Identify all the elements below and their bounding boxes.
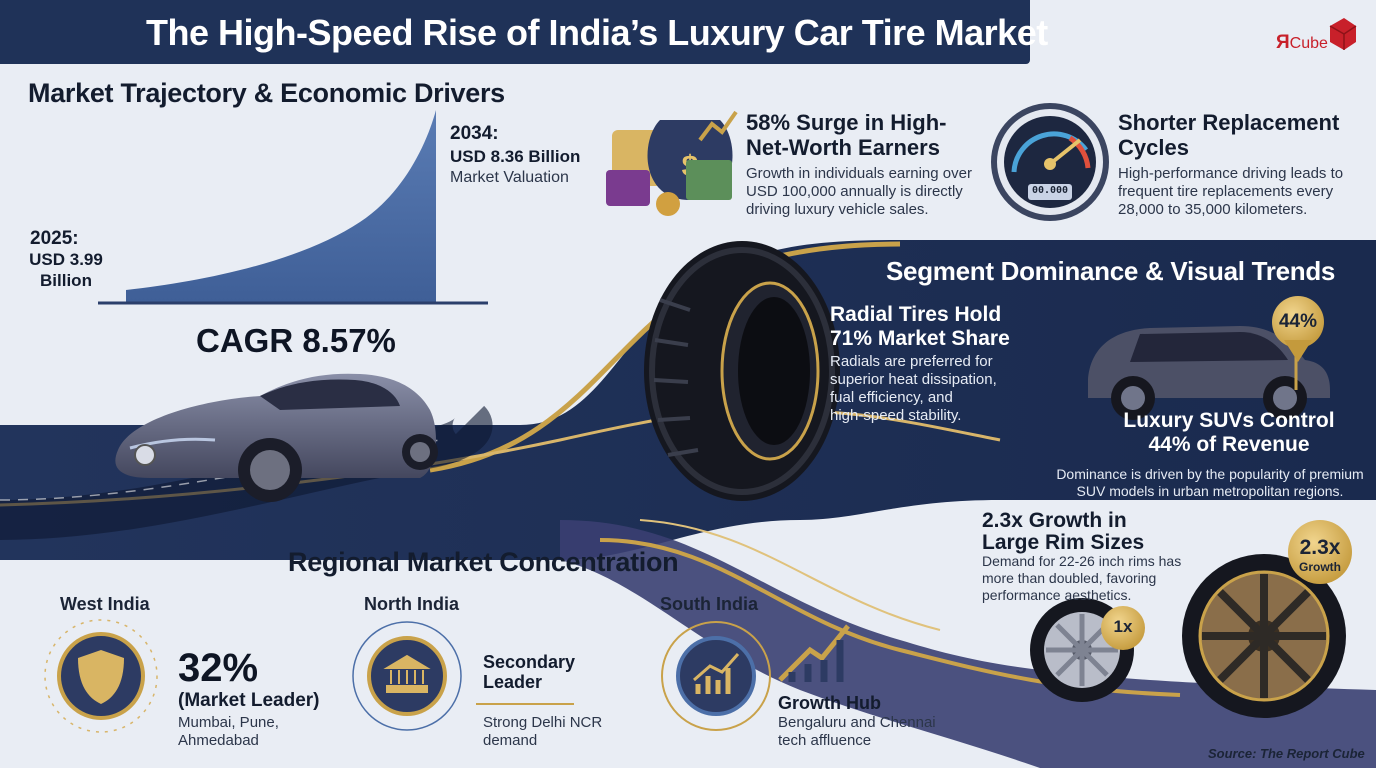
radial-title-line2: 71% Market Share	[830, 327, 1010, 350]
west-region-name: West India	[60, 594, 150, 614]
radial-desc-line3: fual efficiency, and	[830, 389, 953, 406]
west-tag: (Market Leader)	[178, 690, 320, 711]
hnwi-desc-line3: driving luxury vehicle sales.	[746, 201, 929, 218]
start-year: 2025:	[30, 228, 79, 249]
segment-section-title: Segment Dominance & Visual Trends	[886, 256, 1336, 286]
replacement-title-line1: Shorter Replacement	[1118, 110, 1340, 135]
north-desc-line2: demand	[483, 732, 538, 749]
hnwi-title-line2: Net-Worth Earners	[746, 135, 940, 160]
replacement-desc-line3: 28,000 to 35,000 kilometers.	[1118, 201, 1308, 218]
suv-title-line2: 44% of Revenue	[1148, 433, 1310, 456]
rims-small-badge: 1x	[1113, 617, 1133, 636]
trajectory-area-chart	[98, 110, 488, 305]
radial-title-line1: Radial Tires Hold	[830, 303, 1002, 326]
suv-share-badge: 44%	[1278, 311, 1318, 332]
north-capitol-medallion	[352, 621, 574, 731]
west-shield-medallion	[44, 619, 158, 733]
north-region-name: North India	[364, 594, 459, 614]
rims-desc-line1: Demand for 22-26 inch rims has	[982, 553, 1182, 569]
end-year: 2034:	[450, 123, 499, 144]
rims-title-line1: 2.3x Growth in	[982, 509, 1127, 532]
source-credit: Source: The Report Cube	[1208, 746, 1365, 761]
luxury-suv-illustration	[1088, 296, 1330, 420]
logo-word: Cube	[1289, 35, 1328, 52]
south-desc-line1: Bengaluru and Chennai	[778, 714, 936, 731]
cagr-value: CAGR 8.57%	[196, 322, 396, 359]
suv-title-line1: Luxury SUVs Control	[1123, 409, 1335, 432]
regional-section-title: Regional Market Concentration	[288, 547, 679, 577]
page-title: The High-Speed Rise of India’s Luxury Ca…	[146, 12, 1048, 53]
north-desc-line1: Strong Delhi NCR	[483, 714, 603, 731]
speedometer-icon-group	[991, 103, 1109, 221]
west-cities-line1: Mumbai, Pune,	[178, 714, 279, 731]
replacement-desc-line1: High-performance driving leads to	[1118, 165, 1344, 182]
south-growth-medallion	[661, 621, 850, 731]
radial-desc-line1: Radials are preferred for	[830, 353, 993, 370]
rims-title-line2: Large Rim Sizes	[982, 531, 1145, 554]
end-caption: Market Valuation	[450, 169, 569, 186]
gold-swoosh-low2	[639, 519, 941, 631]
rims-desc-line3: performance aesthetics.	[982, 587, 1132, 603]
north-title-line2: Leader	[483, 672, 543, 692]
suv-desc-line1: Dominance is driven by the popularity of…	[1056, 466, 1364, 482]
growth-area	[126, 110, 436, 302]
start-value-line1: USD 3.99	[29, 250, 103, 269]
luxury-sedan-illustration	[115, 373, 438, 502]
logo-cube	[1329, 18, 1357, 50]
brand-logo: ЯCube	[1276, 32, 1328, 54]
radial-desc-line2: superior heat dissipation,	[830, 371, 997, 388]
west-cities-line2: Ahmedabad	[178, 732, 259, 749]
odometer-readout: 00.000	[1031, 185, 1069, 196]
hnwi-desc-line2: USD 100,000 annually is directly	[746, 183, 963, 200]
south-region-name: South India	[660, 594, 758, 614]
hnwi-title-line1: 58% Surge in High-	[746, 110, 947, 135]
lower-road	[560, 520, 1376, 768]
logo-letter: Я	[1276, 32, 1290, 53]
title-bar	[0, 0, 1030, 64]
north-title-line1: Secondary	[483, 652, 576, 672]
radial-tire-illustration	[644, 241, 840, 501]
replacement-desc-line2: frequent tire replacements every	[1118, 183, 1334, 200]
radial-desc-line4: high-speed stability.	[830, 407, 962, 424]
rims-desc-line2: more than doubled, favoring	[982, 570, 1157, 586]
start-value-line2: Billion	[40, 271, 92, 290]
rims-growth-badge-label: Growth	[1299, 560, 1341, 574]
end-value: USD 8.36 Billion	[450, 147, 581, 166]
replacement-title-line2: Cycles	[1118, 135, 1189, 160]
hnwi-desc-line1: Growth in individuals earning over	[746, 165, 972, 182]
rim-wheels-illustration	[1030, 520, 1352, 718]
south-desc-line2: tech affluence	[778, 732, 872, 749]
trajectory-section-title: Market Trajectory & Economic Drivers	[28, 78, 505, 108]
suv-desc-line2: SUV models in urban metropolitan regions…	[1076, 483, 1344, 499]
rims-growth-badge-value: 2.3x	[1299, 536, 1341, 559]
west-share-pct: 32%	[178, 646, 259, 690]
wealth-icon-group: $	[606, 110, 738, 216]
south-title: Growth Hub	[778, 693, 881, 713]
